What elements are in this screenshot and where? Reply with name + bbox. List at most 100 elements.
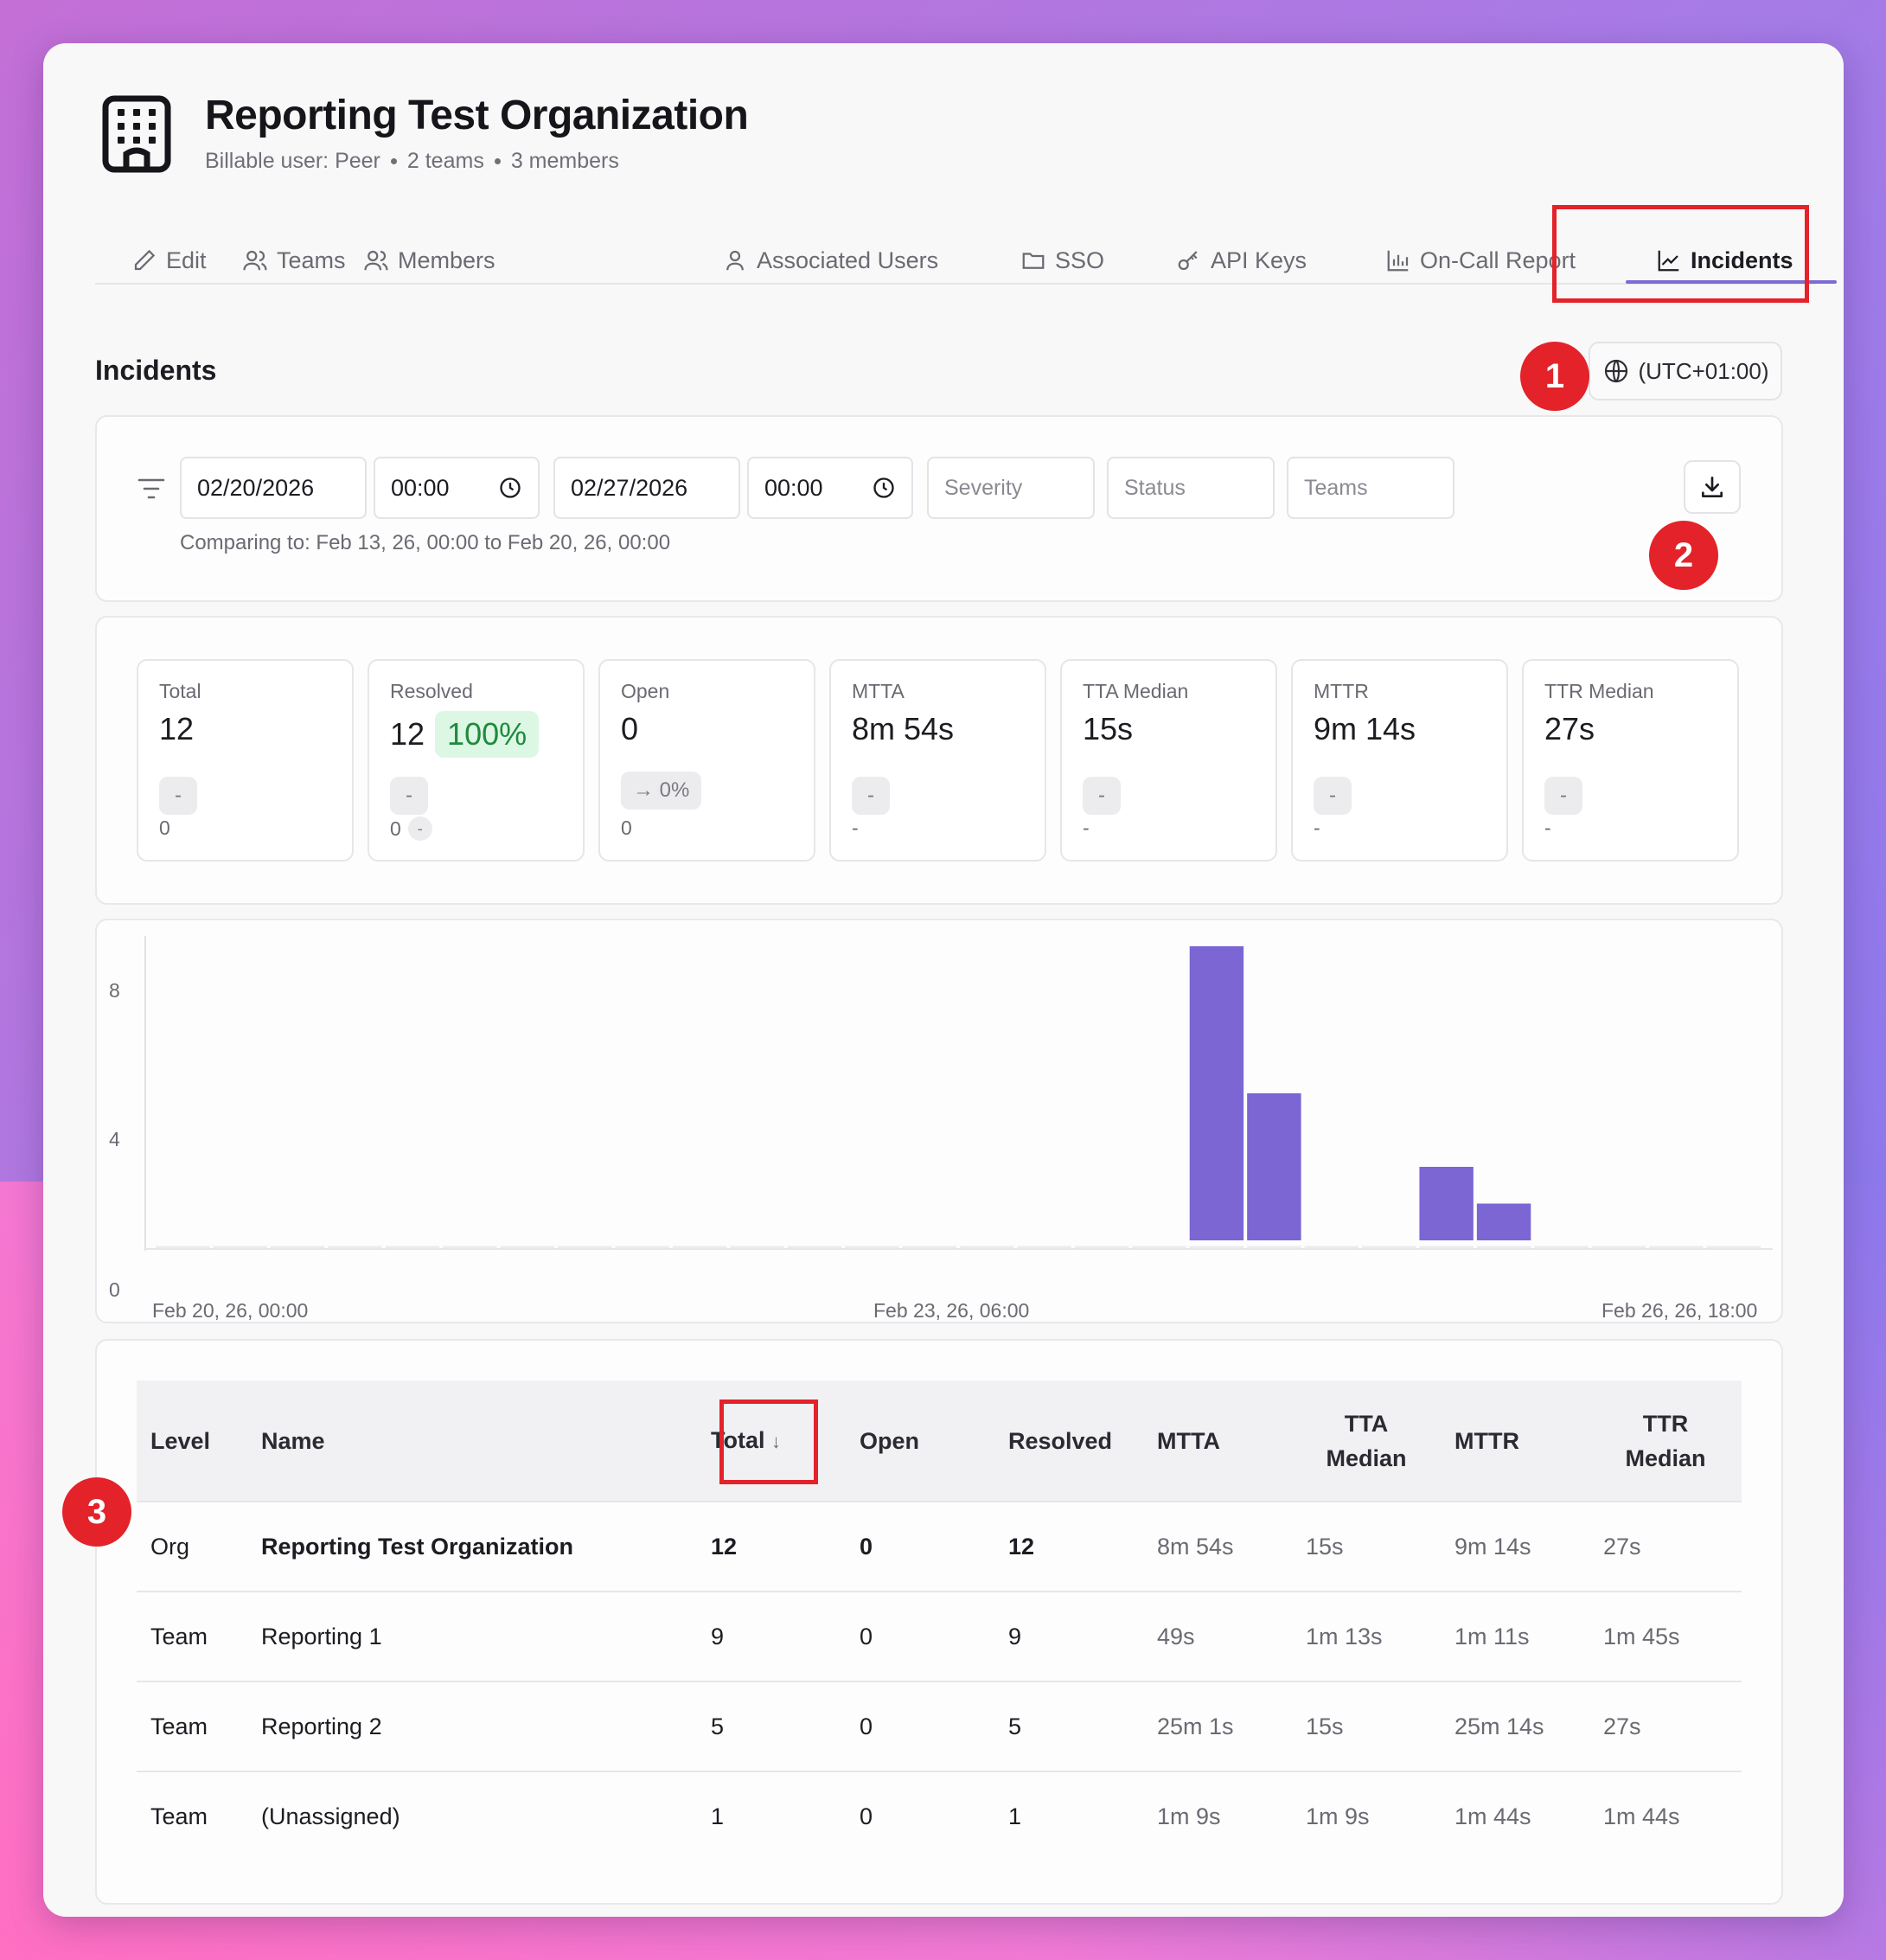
stat-label: MTTR bbox=[1314, 680, 1369, 702]
cell-level: Team bbox=[137, 1771, 247, 1861]
organization-card: Reporting Test Organization Billable use… bbox=[43, 43, 1844, 1917]
table-row[interactable]: Team Reporting 2 5 0 5 25m 1s 15s 25m 14… bbox=[137, 1681, 1742, 1771]
table-row[interactable]: Org Reporting Test Organization 12 0 12 … bbox=[137, 1501, 1742, 1592]
col-ttr-median-line2: Median bbox=[1625, 1444, 1706, 1471]
stat-previous: - bbox=[852, 817, 859, 840]
stat-number: 27s bbox=[1544, 711, 1595, 746]
tab-edit[interactable]: Edit bbox=[131, 238, 207, 283]
section-title: Incidents bbox=[95, 355, 217, 386]
tab-bar: Edit Teams Members Associated Users SSO … bbox=[95, 238, 1837, 285]
x-tick-label: Feb 20, 26, 00:00 bbox=[152, 1299, 309, 1322]
end-time-input[interactable]: 00:00 bbox=[747, 457, 913, 519]
stat-card-mttr: MTTR 9m 14s - - bbox=[1291, 659, 1508, 862]
start-time-input[interactable]: 00:00 bbox=[374, 457, 540, 519]
y-tick-label: 8 bbox=[109, 979, 120, 1002]
start-date-input[interactable]: 02/20/2026 bbox=[180, 457, 367, 519]
key-icon bbox=[1178, 251, 1198, 271]
cell-open: 0 bbox=[846, 1501, 994, 1592]
globe-icon bbox=[1604, 359, 1627, 383]
stat-number: 8m 54s bbox=[852, 711, 955, 746]
filter-icon[interactable] bbox=[137, 476, 166, 502]
cell-resolved: 1 bbox=[994, 1771, 1143, 1861]
cell-open: 0 bbox=[846, 1681, 994, 1771]
stat-previous: 0 bbox=[621, 817, 632, 840]
tab-label: Teams bbox=[277, 247, 346, 273]
building-icon bbox=[102, 95, 171, 173]
tab-api-keys[interactable]: API Keys bbox=[1176, 238, 1307, 283]
cell-name: Reporting Test Organization bbox=[247, 1501, 697, 1592]
cell-open: 0 bbox=[846, 1591, 994, 1681]
table-row[interactable]: Team Reporting 1 9 0 9 49s 1m 13s 1m 11s… bbox=[137, 1591, 1742, 1681]
end-date-input[interactable]: 02/27/2026 bbox=[553, 457, 740, 519]
x-tick-label: Feb 23, 26, 06:00 bbox=[873, 1299, 1030, 1322]
cell-tta-median: 1m 13s bbox=[1292, 1591, 1441, 1681]
col-level[interactable]: Level bbox=[150, 1427, 211, 1454]
status-placeholder: Status bbox=[1124, 475, 1186, 500]
filters-panel: 02/20/2026 00:00 02/27/2026 00:00 Severi… bbox=[95, 415, 1783, 602]
tab-label: Incidents bbox=[1691, 247, 1793, 273]
severity-select[interactable]: Severity bbox=[927, 457, 1095, 519]
incidents-table-panel: Level Name Total ↓ Open Resolved MTTA TT… bbox=[62, 1339, 1783, 1905]
stat-label: Open bbox=[621, 680, 670, 702]
tab-label: On-Call Report bbox=[1420, 247, 1576, 273]
stat-label: TTR Median bbox=[1544, 680, 1654, 702]
col-resolved[interactable]: Resolved bbox=[1008, 1427, 1113, 1454]
stat-number: 12 bbox=[390, 716, 425, 752]
clock-icon bbox=[873, 477, 894, 498]
cell-level: Org bbox=[137, 1501, 247, 1592]
cell-ttr-median: 27s bbox=[1589, 1681, 1742, 1771]
cell-total: 1 bbox=[697, 1771, 846, 1861]
cell-total: 12 bbox=[697, 1501, 846, 1592]
cell-total: 9 bbox=[697, 1591, 846, 1681]
col-mttr[interactable]: MTTR bbox=[1454, 1427, 1519, 1454]
tab-sso[interactable]: SSO bbox=[1020, 238, 1104, 283]
previous-chip: - bbox=[407, 817, 432, 841]
timezone-label: (UTC+01:00) bbox=[1638, 357, 1769, 384]
highlight-incidents-tab bbox=[1552, 205, 1809, 303]
previous-value: - bbox=[852, 817, 859, 839]
trend-chip: → 0% bbox=[621, 772, 702, 810]
col-open[interactable]: Open bbox=[860, 1427, 920, 1454]
stat-number: 0 bbox=[621, 711, 639, 746]
previous-value: - bbox=[1083, 817, 1090, 839]
col-name[interactable]: Name bbox=[261, 1427, 325, 1454]
users-icon bbox=[243, 250, 267, 271]
col-tta-median[interactable]: TTA Median bbox=[1292, 1380, 1441, 1502]
chart-bar[interactable] bbox=[1189, 946, 1244, 1240]
stat-value: 15s bbox=[1083, 711, 1133, 747]
download-icon bbox=[1702, 477, 1723, 497]
cell-mttr: 1m 44s bbox=[1441, 1771, 1589, 1861]
chart-bar[interactable] bbox=[1476, 1203, 1531, 1241]
annotation-badge-1: 1 bbox=[1520, 342, 1589, 411]
trend-chip: - bbox=[1314, 777, 1352, 815]
stat-previous: 0 - bbox=[390, 817, 432, 841]
timezone-button[interactable]: (UTC+01:00) bbox=[1589, 342, 1782, 400]
teams-select[interactable]: Teams bbox=[1287, 457, 1454, 519]
trend-chip: - bbox=[1083, 777, 1121, 815]
tab-incidents[interactable]: Incidents bbox=[1656, 238, 1793, 283]
billable-user: Billable user: Peer bbox=[205, 149, 380, 173]
tab-associated-users[interactable]: Associated Users bbox=[722, 238, 938, 283]
resolved-percent-badge: 100% bbox=[435, 711, 540, 758]
pencil-icon bbox=[134, 249, 156, 271]
table-row[interactable]: Team (Unassigned) 1 0 1 1m 9s 1m 9s 1m 4… bbox=[137, 1771, 1742, 1861]
chart-bar[interactable] bbox=[1247, 1093, 1301, 1240]
status-select[interactable]: Status bbox=[1107, 457, 1275, 519]
trend-chip: - bbox=[852, 777, 890, 815]
tab-members[interactable]: Members bbox=[363, 238, 495, 283]
tab-on-call-report[interactable]: On-Call Report bbox=[1385, 238, 1576, 283]
col-mtta[interactable]: MTTA bbox=[1157, 1427, 1220, 1454]
tab-teams[interactable]: Teams bbox=[242, 238, 346, 283]
page-title: Reporting Test Organization bbox=[205, 93, 749, 138]
stat-label: Resolved bbox=[390, 680, 473, 702]
cell-mtta: 1m 9s bbox=[1143, 1771, 1292, 1861]
col-ttr-median[interactable]: TTR Median bbox=[1589, 1380, 1742, 1502]
cell-open: 0 bbox=[846, 1771, 994, 1861]
download-button[interactable] bbox=[1684, 460, 1741, 514]
cell-ttr-median: 27s bbox=[1589, 1501, 1742, 1592]
cell-resolved: 12 bbox=[994, 1501, 1143, 1592]
chart-bar[interactable] bbox=[1419, 1167, 1474, 1240]
previous-value: 0 bbox=[390, 817, 401, 840]
tab-label: Edit bbox=[166, 247, 207, 273]
trend-chip: - bbox=[390, 777, 428, 815]
